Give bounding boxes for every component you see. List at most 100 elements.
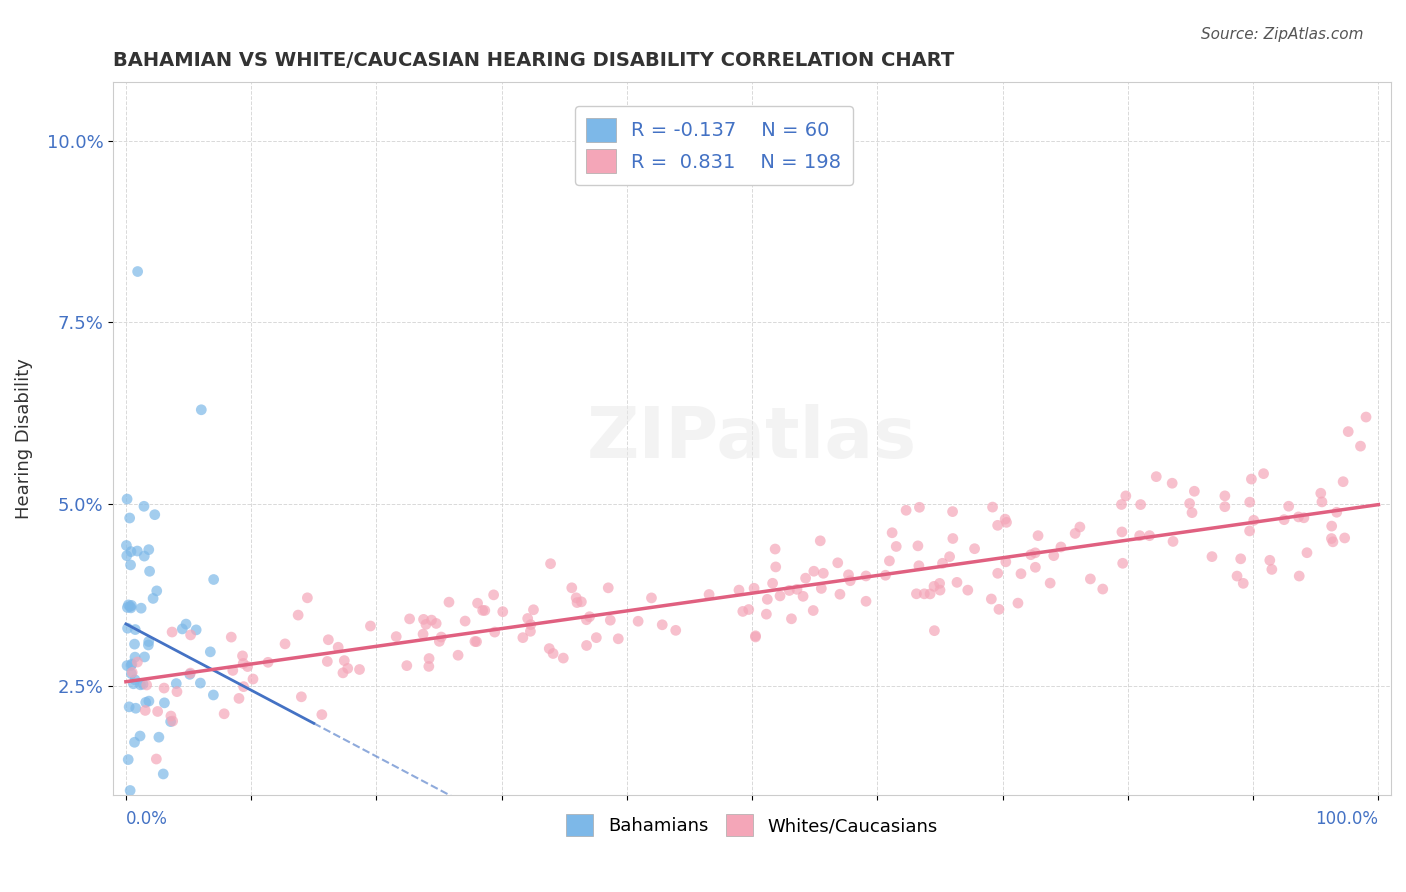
Point	[931, 556, 953, 570]
Point	[1240, 472, 1263, 486]
Point	[769, 589, 792, 603]
Point	[1213, 489, 1236, 503]
Point	[484, 625, 506, 640]
Point	[1355, 410, 1378, 425]
Point	[929, 583, 952, 598]
Text: BAHAMIAN VS WHITE/CAUCASIAN HEARING DISABILITY CORRELATION CHART: BAHAMIAN VS WHITE/CAUCASIAN HEARING DISA…	[114, 51, 955, 70]
Point	[762, 576, 785, 591]
Point	[765, 560, 787, 574]
Point	[855, 569, 877, 583]
Point	[124, 637, 146, 651]
Point	[922, 579, 945, 593]
Point	[385, 630, 408, 644]
Point	[464, 634, 486, 648]
Point	[1139, 528, 1161, 542]
Point	[127, 264, 149, 278]
Point	[118, 511, 141, 525]
Point	[159, 714, 181, 729]
Point	[117, 753, 139, 767]
Point	[135, 695, 157, 709]
Point	[120, 783, 142, 797]
Point	[318, 632, 340, 647]
Point	[190, 676, 212, 690]
Point	[598, 581, 620, 595]
Point	[430, 630, 453, 644]
Point	[575, 613, 598, 627]
Point	[492, 605, 515, 619]
Point	[1296, 546, 1319, 560]
Point	[359, 619, 381, 633]
Point	[987, 566, 1010, 581]
Point	[1178, 496, 1201, 510]
Point	[1161, 534, 1184, 549]
Legend: Bahamians, Whites/Caucasians: Bahamians, Whites/Caucasians	[560, 807, 945, 844]
Point	[1019, 548, 1042, 562]
Point	[810, 582, 832, 596]
Point	[122, 677, 145, 691]
Point	[138, 564, 160, 578]
Point	[731, 604, 754, 618]
Point	[756, 592, 779, 607]
Point	[228, 691, 250, 706]
Point	[744, 630, 766, 644]
Point	[418, 659, 440, 673]
Point	[1350, 439, 1372, 453]
Point	[1253, 467, 1275, 481]
Point	[121, 657, 143, 671]
Point	[1272, 513, 1295, 527]
Point	[1288, 569, 1310, 583]
Point	[125, 701, 148, 715]
Point	[427, 634, 450, 648]
Point	[336, 661, 359, 675]
Point	[274, 637, 297, 651]
Point	[1007, 596, 1029, 610]
Point	[117, 600, 139, 615]
Point	[519, 617, 541, 632]
Point	[1182, 484, 1205, 499]
Point	[121, 665, 143, 680]
Text: 100.0%: 100.0%	[1316, 810, 1378, 828]
Point	[132, 677, 155, 691]
Point	[412, 627, 434, 641]
Point	[138, 824, 160, 838]
Point	[837, 567, 859, 582]
Point	[1310, 495, 1333, 509]
Point	[1258, 553, 1281, 567]
Point	[200, 645, 222, 659]
Point	[1080, 572, 1102, 586]
Point	[640, 591, 662, 605]
Text: ZIPatlas: ZIPatlas	[588, 404, 917, 474]
Point	[333, 654, 356, 668]
Point	[124, 735, 146, 749]
Point	[956, 583, 979, 598]
Point	[1320, 532, 1343, 546]
Point	[134, 703, 156, 717]
Point	[166, 684, 188, 698]
Point	[395, 658, 418, 673]
Point	[236, 659, 259, 673]
Point	[808, 533, 831, 548]
Point	[129, 678, 152, 692]
Point	[134, 649, 156, 664]
Point	[257, 656, 280, 670]
Point	[138, 634, 160, 648]
Point	[575, 639, 598, 653]
Point	[980, 592, 1002, 607]
Point	[942, 532, 965, 546]
Point	[1337, 425, 1360, 439]
Point	[219, 630, 242, 644]
Point	[569, 595, 592, 609]
Point	[242, 672, 264, 686]
Point	[565, 596, 588, 610]
Point	[803, 564, 825, 578]
Point	[145, 583, 167, 598]
Point	[160, 625, 183, 640]
Point	[231, 648, 253, 663]
Point	[1322, 534, 1344, 549]
Point	[437, 595, 460, 609]
Point	[186, 623, 208, 637]
Point	[1111, 556, 1133, 570]
Point	[120, 599, 142, 614]
Point	[138, 694, 160, 708]
Point	[425, 616, 447, 631]
